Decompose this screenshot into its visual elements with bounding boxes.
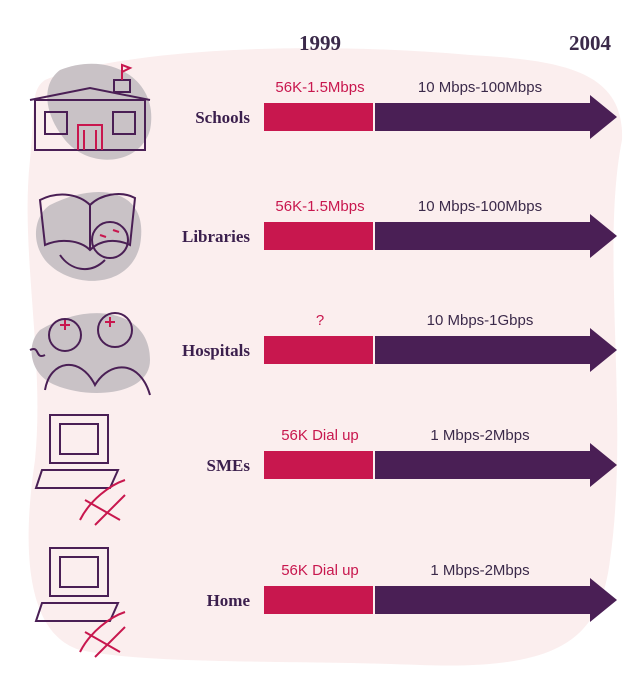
speed-2004: 10 Mbps-1Gbps [427,312,534,329]
speed-2004: 10 Mbps-100Mbps [418,198,542,215]
year-label: 2004 [569,31,612,55]
row-label: SMEs [207,456,251,475]
row-label: Schools [195,108,250,127]
speed-2004: 1 Mbps-2Mbps [430,427,529,444]
speed-2004: 1 Mbps-2Mbps [430,562,529,579]
page: 1999 2004 Schools 56K-1.5Mbps 10 Mbps-100M… [0,0,632,683]
bar-1999 [264,336,373,364]
year-label: 1999 [299,31,341,55]
row-label: Hospitals [182,341,250,360]
speed-1999: 56K-1.5Mbps [275,79,364,96]
speed-1999: 56K Dial up [281,427,359,444]
row-label: Libraries [182,227,250,246]
speed-1999: 56K Dial up [281,562,359,579]
bar-1999 [264,451,373,479]
speed-1999: 56K-1.5Mbps [275,198,364,215]
bar-1999 [264,586,373,614]
speed-2004: 10 Mbps-100Mbps [418,79,542,96]
row-label: Home [207,591,251,610]
speed-1999: ? [316,312,324,329]
bar-1999 [264,222,373,250]
diagram: 1999 2004 Schools 56K-1.5Mbps 10 Mbps-100M… [0,0,632,683]
bar-1999 [264,103,373,131]
